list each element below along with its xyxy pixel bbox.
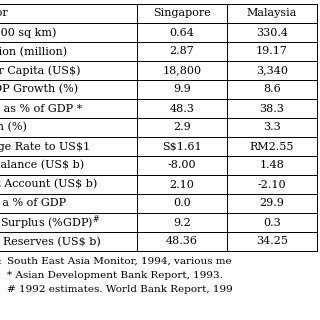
Text: 19.17: 19.17 [256,46,288,57]
Text: S$1.61: S$1.61 [162,141,202,151]
Text: 29.9: 29.9 [260,198,284,209]
Text: 2.87: 2.87 [170,46,194,57]
Text: 1.48: 1.48 [260,161,284,171]
Text: 34.25: 34.25 [256,236,288,246]
Text: 38.3: 38.3 [260,103,284,114]
Text: 0.0: 0.0 [173,198,191,209]
Text: Trade Balance (US$ b): Trade Balance (US$ b) [0,160,84,171]
Text: 2.10: 2.10 [170,180,195,189]
Text: -8.00: -8.00 [168,161,196,171]
Text: GDP per Capita (US$): GDP per Capita (US$) [0,65,81,76]
Text: 330.4: 330.4 [256,28,288,37]
Text: Sources:: Sources: [0,257,2,266]
Text: 0.3: 0.3 [263,218,281,228]
Text: 48.3: 48.3 [170,103,195,114]
Text: 48.36: 48.36 [166,236,198,246]
Text: 3.3: 3.3 [263,123,281,132]
Text: * Asian Development Bank Report, 1993.: * Asian Development Bank Report, 1993. [7,271,223,280]
Text: Budget Surplus (%GDP)$^{\#}$: Budget Surplus (%GDP)$^{\#}$ [0,213,100,232]
Text: RM2.55: RM2.55 [250,141,294,151]
Text: Inflation (%): Inflation (%) [0,122,27,133]
Text: Indicator: Indicator [0,9,8,19]
Text: Population (million): Population (million) [0,46,67,57]
Text: 0.64: 0.64 [170,28,195,37]
Text: 8.6: 8.6 [263,84,281,94]
Text: 3,340: 3,340 [256,66,288,76]
Text: Foreign Reserves (US$ b): Foreign Reserves (US$ b) [0,236,101,247]
Text: Real GDP Growth (%): Real GDP Growth (%) [0,84,78,95]
Text: 9.2: 9.2 [173,218,191,228]
Text: Singapore: Singapore [153,9,211,19]
Text: 2.9: 2.9 [173,123,191,132]
Text: Area ('000 sq km): Area ('000 sq km) [0,27,56,38]
Text: South East Asia Monitor, 1994, various me: South East Asia Monitor, 1994, various m… [7,257,232,266]
Text: Savings as % of GDP *: Savings as % of GDP * [0,103,82,114]
Text: # 1992 estimates. World Bank Report, 199: # 1992 estimates. World Bank Report, 199 [7,285,233,294]
Text: -2.10: -2.10 [258,180,286,189]
Text: Debt as a % of GDP: Debt as a % of GDP [0,198,66,209]
Text: 18,800: 18,800 [163,66,202,76]
Text: Malaysia: Malaysia [247,9,297,19]
Text: 9.9: 9.9 [173,84,191,94]
Text: Exchange Rate to US$1: Exchange Rate to US$1 [0,141,90,151]
Text: Current Account (US$ b): Current Account (US$ b) [0,179,97,190]
